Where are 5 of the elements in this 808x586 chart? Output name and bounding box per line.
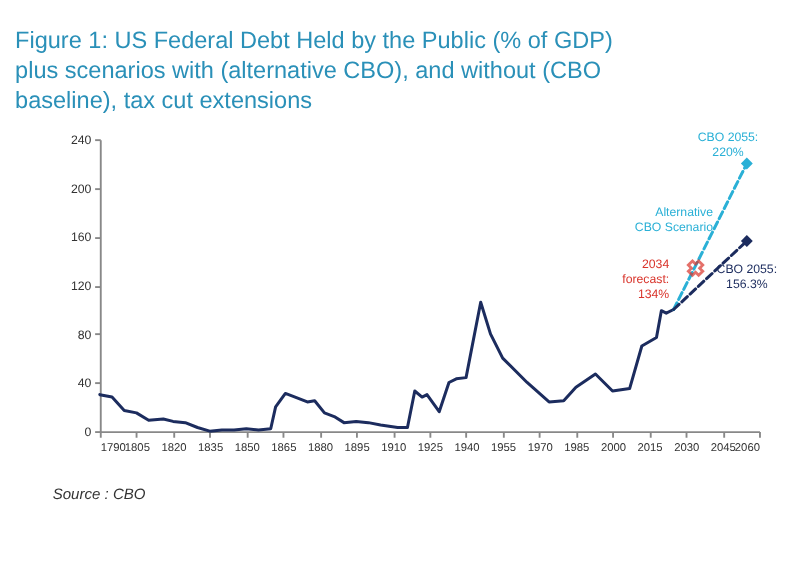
chart-title: Figure 1: US Federal Debt Held by the Public (% of GDP) plus scenarios with (alternative CBO), and without (CBO baseline), tax cut extensions <box>15 27 613 114</box>
point <box>740 235 753 247</box>
point <box>686 259 705 277</box>
source-note: Source : CBO <box>52 484 146 503</box>
point <box>740 157 753 170</box>
